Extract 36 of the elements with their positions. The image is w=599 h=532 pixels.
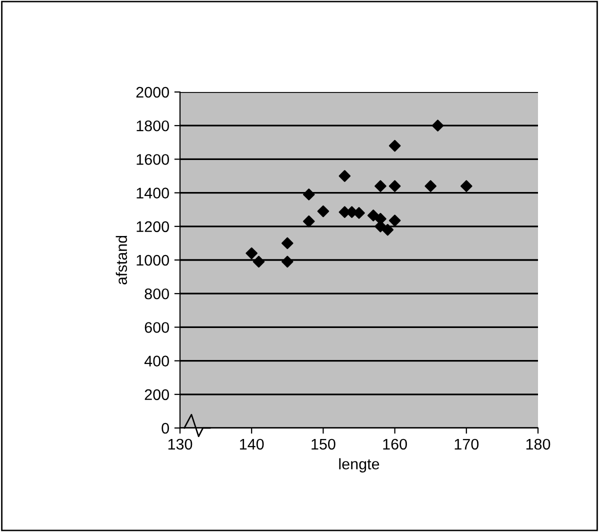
point <box>302 215 315 228</box>
x-tick-label: 160 <box>383 438 407 450</box>
point <box>388 140 401 152</box>
point <box>246 247 258 260</box>
point <box>282 256 294 268</box>
y-tick-label: 1200 <box>136 221 169 232</box>
y-tick-label: 800 <box>144 288 169 300</box>
x-tick-label: 170 <box>454 438 479 450</box>
point <box>282 237 294 250</box>
y-tick-label: 400 <box>144 356 169 366</box>
point <box>388 214 401 226</box>
point <box>432 120 444 132</box>
y-tick-label: 1800 <box>136 120 169 132</box>
y-tick-label: 200 <box>144 389 169 400</box>
y-tick-label: 1600 <box>136 154 169 165</box>
y-tick-label: 600 <box>144 322 169 333</box>
x-tick-label: 130 <box>168 438 192 450</box>
x-tick-label: 140 <box>240 438 264 450</box>
y-tick-label: 2000 <box>136 86 169 98</box>
y-tick-label: 1400 <box>136 188 169 198</box>
x-tick-label: 180 <box>526 438 550 450</box>
y-tick-label: 0 <box>162 422 169 434</box>
x-axis-title: lengte <box>339 458 380 472</box>
point <box>302 188 315 200</box>
point <box>367 210 380 222</box>
point <box>382 224 394 236</box>
x-tick-label: 150 <box>312 438 336 450</box>
point <box>460 180 472 192</box>
point <box>388 180 401 192</box>
y-tick-label: 1000 <box>136 254 169 266</box>
point <box>317 205 330 218</box>
point <box>252 256 265 268</box>
y-axis-title: afstand <box>116 236 128 284</box>
point <box>374 180 386 192</box>
point <box>338 170 351 182</box>
point <box>424 180 436 192</box>
